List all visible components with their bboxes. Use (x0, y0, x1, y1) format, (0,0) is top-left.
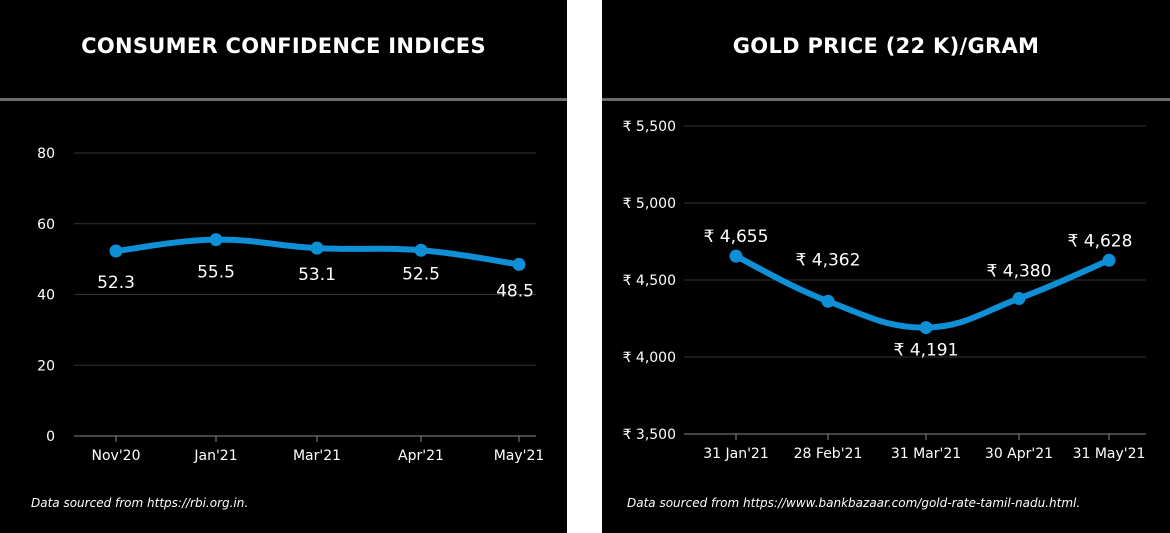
gold-price-chart: ₹ 3,500 ₹ 4,000 ₹ 4,500 ₹ 5,000 ₹ 5,500 31 Ja… (623, 119, 1146, 462)
cc-x-tick-label: Apr'21 (398, 448, 444, 464)
consumer-confidence-source-note: Data sourced from https://rbi.org.in. (31, 496, 249, 510)
gold-data-label: ₹ 4,191 (894, 341, 959, 361)
cc-data-point (109, 244, 123, 258)
gold-data-label: ₹ 4,362 (796, 250, 861, 270)
cc-x-tick-label: Nov'20 (92, 448, 141, 464)
cc-y-tick-label: 0 (46, 429, 55, 445)
gold-x-tick-label: 31 May'21 (1073, 446, 1146, 462)
gold-series-line (733, 253, 1112, 331)
gold-data-point (919, 321, 933, 335)
cc-x-tick-label: Jan'21 (193, 448, 237, 464)
cc-y-tick-label: 20 (37, 358, 55, 374)
gold-x-tick-label: 31 Jan'21 (703, 446, 769, 462)
gold-price-panel: GOLD PRICE (22 K)/GRAM ₹ 3,500 ₹ 4,000 ₹ 4… (602, 0, 1170, 533)
gold-data-point (1102, 253, 1116, 267)
gold-price-title: GOLD PRICE (22 K)/GRAM (732, 34, 1040, 58)
cc-x-tick-label: Mar'21 (293, 448, 341, 464)
cc-data-label: 48.5 (496, 281, 534, 301)
gold-y-tick-label: ₹ 5,000 (623, 196, 676, 212)
cc-data-label: 52.5 (402, 264, 440, 284)
cc-data-point (512, 257, 526, 271)
cc-data-point (414, 243, 428, 257)
gold-data-point (1012, 291, 1026, 305)
gold-x-tick-label: 28 Feb'21 (794, 446, 863, 462)
cc-data-point (209, 233, 223, 247)
panel-gap (567, 0, 602, 533)
cc-y-tick-label: 80 (37, 146, 55, 162)
consumer-confidence-panel: CONSUMER CONFIDENCE INDICES 0 20 40 60 80 Nov… (0, 0, 567, 533)
gold-y-tick-label: ₹ 4,000 (623, 350, 676, 366)
cc-x-tick-label: May'21 (494, 448, 545, 464)
title-divider (602, 98, 1170, 101)
cc-data-label: 53.1 (298, 265, 336, 285)
title-divider (0, 98, 567, 101)
gold-data-point (729, 249, 743, 263)
cc-data-label: 55.5 (197, 263, 235, 283)
gold-data-label: ₹ 4,628 (1068, 231, 1133, 251)
cc-y-tick-label: 40 (37, 288, 55, 304)
cc-data-label: 52.3 (97, 273, 135, 293)
consumer-confidence-chart: 0 20 40 60 80 Nov'20 Jan'21 Mar'21 Apr'21 May'21 5… (37, 146, 545, 464)
cc-data-point (310, 241, 324, 255)
gold-y-tick-label: ₹ 4,500 (623, 273, 676, 289)
gold-price-source-note: Data sourced from https://www.bankbazaar… (627, 496, 1081, 510)
gold-data-label: ₹ 4,655 (704, 227, 769, 247)
cc-y-tick-label: 60 (37, 217, 55, 233)
gold-x-tick-label: 31 Mar'21 (891, 446, 961, 462)
gold-x-tick-label: 30 Apr'21 (985, 446, 1053, 462)
gold-y-tick-label: ₹ 3,500 (623, 427, 676, 443)
gold-data-point (821, 294, 835, 308)
consumer-confidence-title: CONSUMER CONFIDENCE INDICES (81, 34, 486, 58)
gold-data-label: ₹ 4,380 (987, 261, 1052, 281)
gold-y-tick-label: ₹ 5,500 (623, 119, 676, 135)
